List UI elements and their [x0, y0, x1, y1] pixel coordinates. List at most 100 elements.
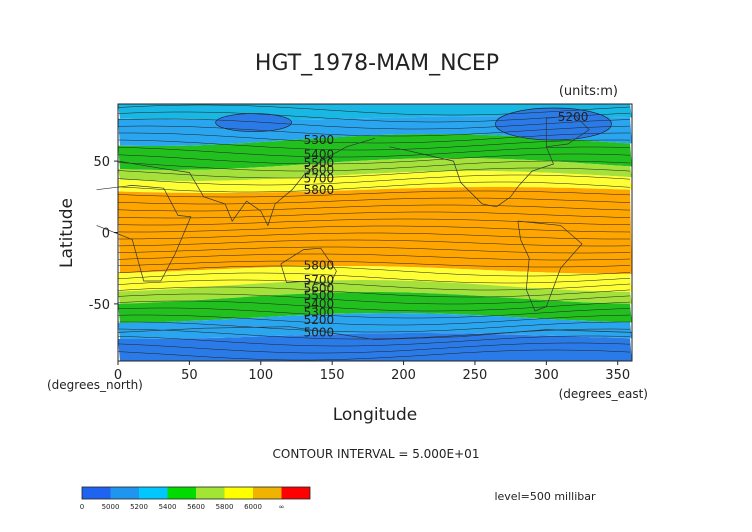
colorbar-label: 5200 [130, 503, 148, 511]
colorbar-label: 5800 [216, 503, 234, 511]
contour-label: 5600 [304, 282, 335, 296]
contour-line [117, 328, 631, 340]
contour-line [117, 118, 631, 130]
level-text: level=500 millibar [494, 490, 596, 503]
x-tick-label: 100 [248, 368, 273, 383]
y-tick-label: 0 [102, 227, 110, 242]
contour-line [117, 286, 631, 298]
contour-label: 5500 [304, 156, 335, 170]
x-tick-label: 350 [605, 368, 630, 383]
contour-line [117, 342, 631, 354]
contour-line [117, 218, 631, 226]
contour-interval-text: CONTOUR INTERVAL = 5.000E+01 [273, 447, 480, 461]
contour-line [117, 335, 631, 347]
contour-label: 5800 [304, 259, 335, 273]
contour-label: 5800 [304, 183, 335, 197]
contour-label: 5400 [304, 147, 335, 161]
contour-line [117, 272, 631, 284]
colorbar: 0 5000 5200 5400 5600 5800 6000 ∞ [80, 486, 311, 511]
colorbar-label: ∞ [279, 503, 285, 511]
contour-label: 5200 [304, 313, 335, 327]
colorbar-swatch [139, 487, 168, 499]
colorbar-label: 6000 [244, 503, 262, 511]
polar-low-north-west [215, 113, 292, 132]
contour-line [117, 279, 631, 291]
colorbar-swatch [253, 487, 282, 499]
contour-label: 5300 [304, 306, 335, 320]
coastline [96, 185, 192, 282]
colorbar-swatch [196, 487, 225, 499]
contour-line [117, 153, 631, 165]
contour-fill-band [118, 158, 632, 181]
contour-label: 5700 [304, 172, 335, 186]
contour-fill-band [118, 333, 632, 361]
contour-line [117, 181, 631, 193]
contour-line [117, 174, 631, 186]
contour-line [118, 132, 630, 144]
colorbar-label: 0 [80, 503, 84, 511]
contour-fill-band [118, 187, 632, 274]
y-unit-label: (degrees_north) [47, 378, 143, 392]
contour-line [117, 260, 631, 268]
colorbar-label: 5000 [102, 503, 120, 511]
contour-fill-band [118, 266, 632, 292]
polar-low-north-east [495, 107, 612, 141]
coastline [117, 326, 633, 340]
contour-line [118, 321, 630, 333]
contour-label: 5300 [304, 133, 335, 147]
colorbar-label: 5400 [159, 503, 177, 511]
contour-label: 5700 [304, 273, 335, 287]
x-tick-label: 0 [114, 368, 122, 383]
contour-line [117, 307, 631, 319]
contour-line [117, 211, 631, 219]
contour-fill-band [118, 134, 632, 170]
y-tick-label: 50 [93, 155, 110, 170]
contour-line [117, 293, 631, 305]
contour-line [117, 239, 631, 247]
contour-line [117, 167, 631, 179]
y-axis-label: Latitude [57, 198, 77, 268]
contour-line [117, 265, 631, 277]
x-tick-label: 50 [181, 368, 198, 383]
coastline [389, 146, 554, 208]
x-tick-label: 150 [320, 368, 345, 383]
x-axis-label: Longitude [333, 405, 418, 425]
contour-label: 5200 [558, 110, 589, 124]
coastline [517, 220, 583, 312]
colorbar-swatch [281, 487, 310, 499]
contour-line [117, 253, 631, 261]
contour-line [117, 104, 631, 116]
contour-fill-band [118, 171, 632, 193]
contour-label: 5000 [304, 326, 335, 340]
contour-line [117, 246, 631, 254]
contour-line [117, 314, 631, 326]
coastline [545, 115, 590, 148]
contour-label: 5600 [304, 163, 335, 177]
coastline [117, 137, 376, 227]
x-tick-label: 200 [391, 368, 416, 383]
contour-line [117, 204, 631, 212]
colorbar-swatch [82, 487, 111, 499]
contour-line [118, 232, 630, 240]
x-tick-label: 250 [463, 368, 488, 383]
contour-line [117, 111, 631, 123]
contour-label: 5400 [304, 297, 335, 311]
x-unit-label: (degrees_east) [559, 387, 648, 401]
colorbar-label: 5600 [187, 503, 205, 511]
contour-line [117, 349, 631, 361]
coastline [280, 247, 337, 288]
contour-fill-band [118, 280, 632, 304]
contour-line [117, 225, 631, 233]
contour-line [117, 146, 631, 158]
contour-line [117, 139, 631, 151]
contour-fill-band [118, 313, 632, 339]
contour-line [117, 160, 631, 172]
units-label: (units:m) [559, 84, 618, 99]
colorbar-swatch [167, 487, 196, 499]
colorbar-swatch [224, 487, 253, 499]
contour-line [117, 125, 631, 137]
coastlines [96, 115, 633, 340]
chart-title: HGT_1978-MAM_NCEP [255, 51, 499, 76]
contour-label: 5500 [304, 289, 335, 303]
